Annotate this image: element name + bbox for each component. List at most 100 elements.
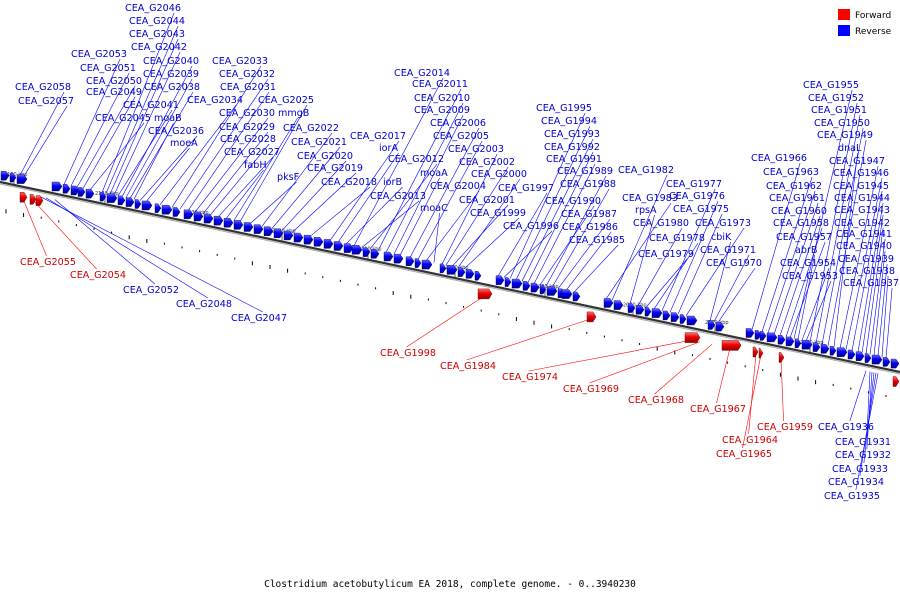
gene-label-cea-g2058: CEA_G2058 xyxy=(15,82,71,93)
gene-label-cea-g1967: CEA_G1967 xyxy=(690,404,746,415)
gene-label-cea-g1986: CEA_G1986 xyxy=(562,222,618,233)
gene-label-cea-g2040: CEA_G2040 xyxy=(143,56,199,67)
gene-label-cea-g2057: CEA_G2057 xyxy=(18,96,74,107)
gene-label-cea-g2027: CEA_G2027 xyxy=(224,147,280,158)
gene-label-cea-g1955: CEA_G1955 xyxy=(803,80,859,91)
gene-label-cea-g1979: CEA_G1979 xyxy=(638,249,694,260)
gene-label-cea-g1953: CEA_G1953 xyxy=(782,271,838,282)
gene-label-cea-g2013: CEA_G2013 xyxy=(370,191,426,202)
gene-label-cea-g2034: CEA_G2034 xyxy=(187,95,243,106)
gene-label-cea-g2004: CEA_G2004 xyxy=(430,181,486,192)
genome-backbone-shadow xyxy=(0,183,900,375)
gene-label-cea-g2055: CEA_G2055 xyxy=(20,257,76,268)
gene-label-cea-g1964: CEA_G1964 xyxy=(722,435,778,446)
gene-label-cea-g1993: CEA_G1993 xyxy=(544,129,600,140)
gene-label-cea-g1958: CEA_G1958 xyxy=(773,218,829,229)
gene-label-cea-g2025: CEA_G2025 xyxy=(258,95,314,106)
gene-label-cea-g1957: CEA_G1957 xyxy=(776,232,832,243)
gene-label-cea-g2044: CEA_G2044 xyxy=(129,16,185,27)
legend-swatch-reverse xyxy=(838,25,850,36)
gene-label-iora: iorA xyxy=(379,143,398,154)
gene-label-cea-g1936: CEA_G1936 xyxy=(818,422,874,433)
gene-label-cea-g2022: CEA_G2022 xyxy=(283,123,339,134)
gene-label-cea-g1933: CEA_G1933 xyxy=(832,464,888,475)
gene-label-cea-g1998: CEA_G1998 xyxy=(380,348,436,359)
gene-label-cea-g2033: CEA_G2033 xyxy=(212,56,268,67)
gene-label-cea-g1977: CEA_G1977 xyxy=(666,179,722,190)
gene-label-cea-g2001: CEA_G2001 xyxy=(459,195,515,206)
gene-label-cea-g2014: CEA_G2014 xyxy=(394,68,450,79)
gene-label-cea-g1941: CEA_G1941 xyxy=(836,229,892,240)
gene-label-cea-g2000: CEA_G2000 xyxy=(471,169,527,180)
gene-label-cea-g2012: CEA_G2012 xyxy=(388,154,444,165)
gene-label-cea-g1966: CEA_G1966 xyxy=(751,153,807,164)
gene-label-moab: moaB xyxy=(154,113,182,124)
gene-label-cea-g1931: CEA_G1931 xyxy=(835,437,891,448)
gene-label-abrb: abrB xyxy=(795,245,818,256)
gene-label-cea-g1983: CEA_G1983 xyxy=(622,193,678,204)
gene-label-cea-g1938: CEA_G1938 xyxy=(839,266,895,277)
gene-label-cea-g2010: CEA_G2010 xyxy=(414,93,470,104)
gene-label-cea-g1946: CEA_G1946 xyxy=(833,168,889,179)
gene-label-cea-g1980: CEA_G1980 xyxy=(633,218,689,229)
tick-label: 2060 kbp xyxy=(800,340,824,346)
gene-label-cea-g1935: CEA_G1935 xyxy=(824,491,880,502)
genome-backbone xyxy=(0,180,900,374)
gene-label-cea-g2003: CEA_G2003 xyxy=(448,144,504,155)
gene-label-cea-g2009: CEA_G2009 xyxy=(414,105,470,116)
gene-label-cea-g2041: CEA_G2041 xyxy=(123,100,179,111)
gene-label-cea-g1984: CEA_G1984 xyxy=(440,361,496,372)
gene-label-cea-g2021: CEA_G2021 xyxy=(291,137,347,148)
legend-swatch-forward xyxy=(838,9,850,20)
gene-label-cea-g1997: CEA_G1997 xyxy=(498,183,554,194)
gene-label-moea: moeA xyxy=(170,138,198,149)
gene-label-cea-g1999: CEA_G1999 xyxy=(470,208,526,219)
gene-label-cea-g2054: CEA_G2054 xyxy=(70,270,126,281)
gene-label-cea-g1989: CEA_G1989 xyxy=(557,166,613,177)
gene-label-cea-g1971: CEA_G1971 xyxy=(700,245,756,256)
gene-label-cea-g1959: CEA_G1959 xyxy=(757,422,813,433)
gene-label-cea-g1961: CEA_G1961 xyxy=(769,193,825,204)
gene-label-cea-g2017: CEA_G2017 xyxy=(350,131,406,142)
gene-label-cea-g2018: CEA_G2018 xyxy=(321,177,377,188)
gene-label-cea-g1991: CEA_G1991 xyxy=(546,154,602,165)
gene-label-cea-g1954: CEA_G1954 xyxy=(780,258,836,269)
gene-label-cea-g1978: CEA_G1978 xyxy=(649,233,705,244)
gene-label-cea-g2039: CEA_G2039 xyxy=(143,69,199,80)
gene-label-cea-g1994: CEA_G1994 xyxy=(541,116,597,127)
tick-label: 2110 kbp xyxy=(358,247,382,253)
tick-label: 2100 kbp xyxy=(445,265,469,271)
gene-label-cea-g1968: CEA_G1968 xyxy=(628,395,684,406)
gene-label-moaa: moaA xyxy=(420,168,448,179)
gene-label-cea-g1949: CEA_G1949 xyxy=(817,130,873,141)
gene-label-rpsa: rpsA xyxy=(635,205,657,216)
gene-label-cea-g2049: CEA_G2049 xyxy=(86,87,142,98)
gene-label-cea-g1963: CEA_G1963 xyxy=(763,167,819,178)
gene-label-cea-g2038: CEA_G2038 xyxy=(144,82,200,93)
gene-label-cea-g2043: CEA_G2043 xyxy=(129,29,185,40)
gene-label-cea-g2052: CEA_G2052 xyxy=(123,285,179,296)
gene-label-cea-g1940: CEA_G1940 xyxy=(836,241,892,252)
gene-label-cea-g1960: CEA_G1960 xyxy=(771,206,827,217)
label-leader-lines xyxy=(19,12,893,491)
gene-label-cea-g2002: CEA_G2002 xyxy=(459,157,515,168)
gene-label-cea-g1951: CEA_G1951 xyxy=(811,105,867,116)
gene-features xyxy=(0,171,900,387)
gene-label-cea-g1939: CEA_G1939 xyxy=(838,254,894,265)
gene-label-cea-g2006: CEA_G2006 xyxy=(430,118,486,129)
gene-label-cea-g1942: CEA_G1942 xyxy=(834,218,890,229)
gene-label-cea-g1932: CEA_G1932 xyxy=(835,450,891,461)
tick-label: 2080 kbp xyxy=(623,303,647,309)
gene-label-cea-g2031: CEA_G2031 xyxy=(220,82,276,93)
gene-label-cea-g1996: CEA_G1996 xyxy=(503,221,559,232)
gene-label-cea-g2005: CEA_G2005 xyxy=(433,131,489,142)
gene-label-cea-g1995: CEA_G1995 xyxy=(536,103,592,114)
gene-label-pksf: pksF xyxy=(277,172,299,183)
gene-label-cea-g2048: CEA_G2048 xyxy=(176,299,232,310)
gene-label-cea-g1943: CEA_G1943 xyxy=(834,205,890,216)
gene-label-cea-g2051: CEA_G2051 xyxy=(80,63,136,74)
gene-label-cbik: cbiK xyxy=(711,232,732,243)
gene-label-cea-g1990: CEA_G1990 xyxy=(545,196,601,207)
